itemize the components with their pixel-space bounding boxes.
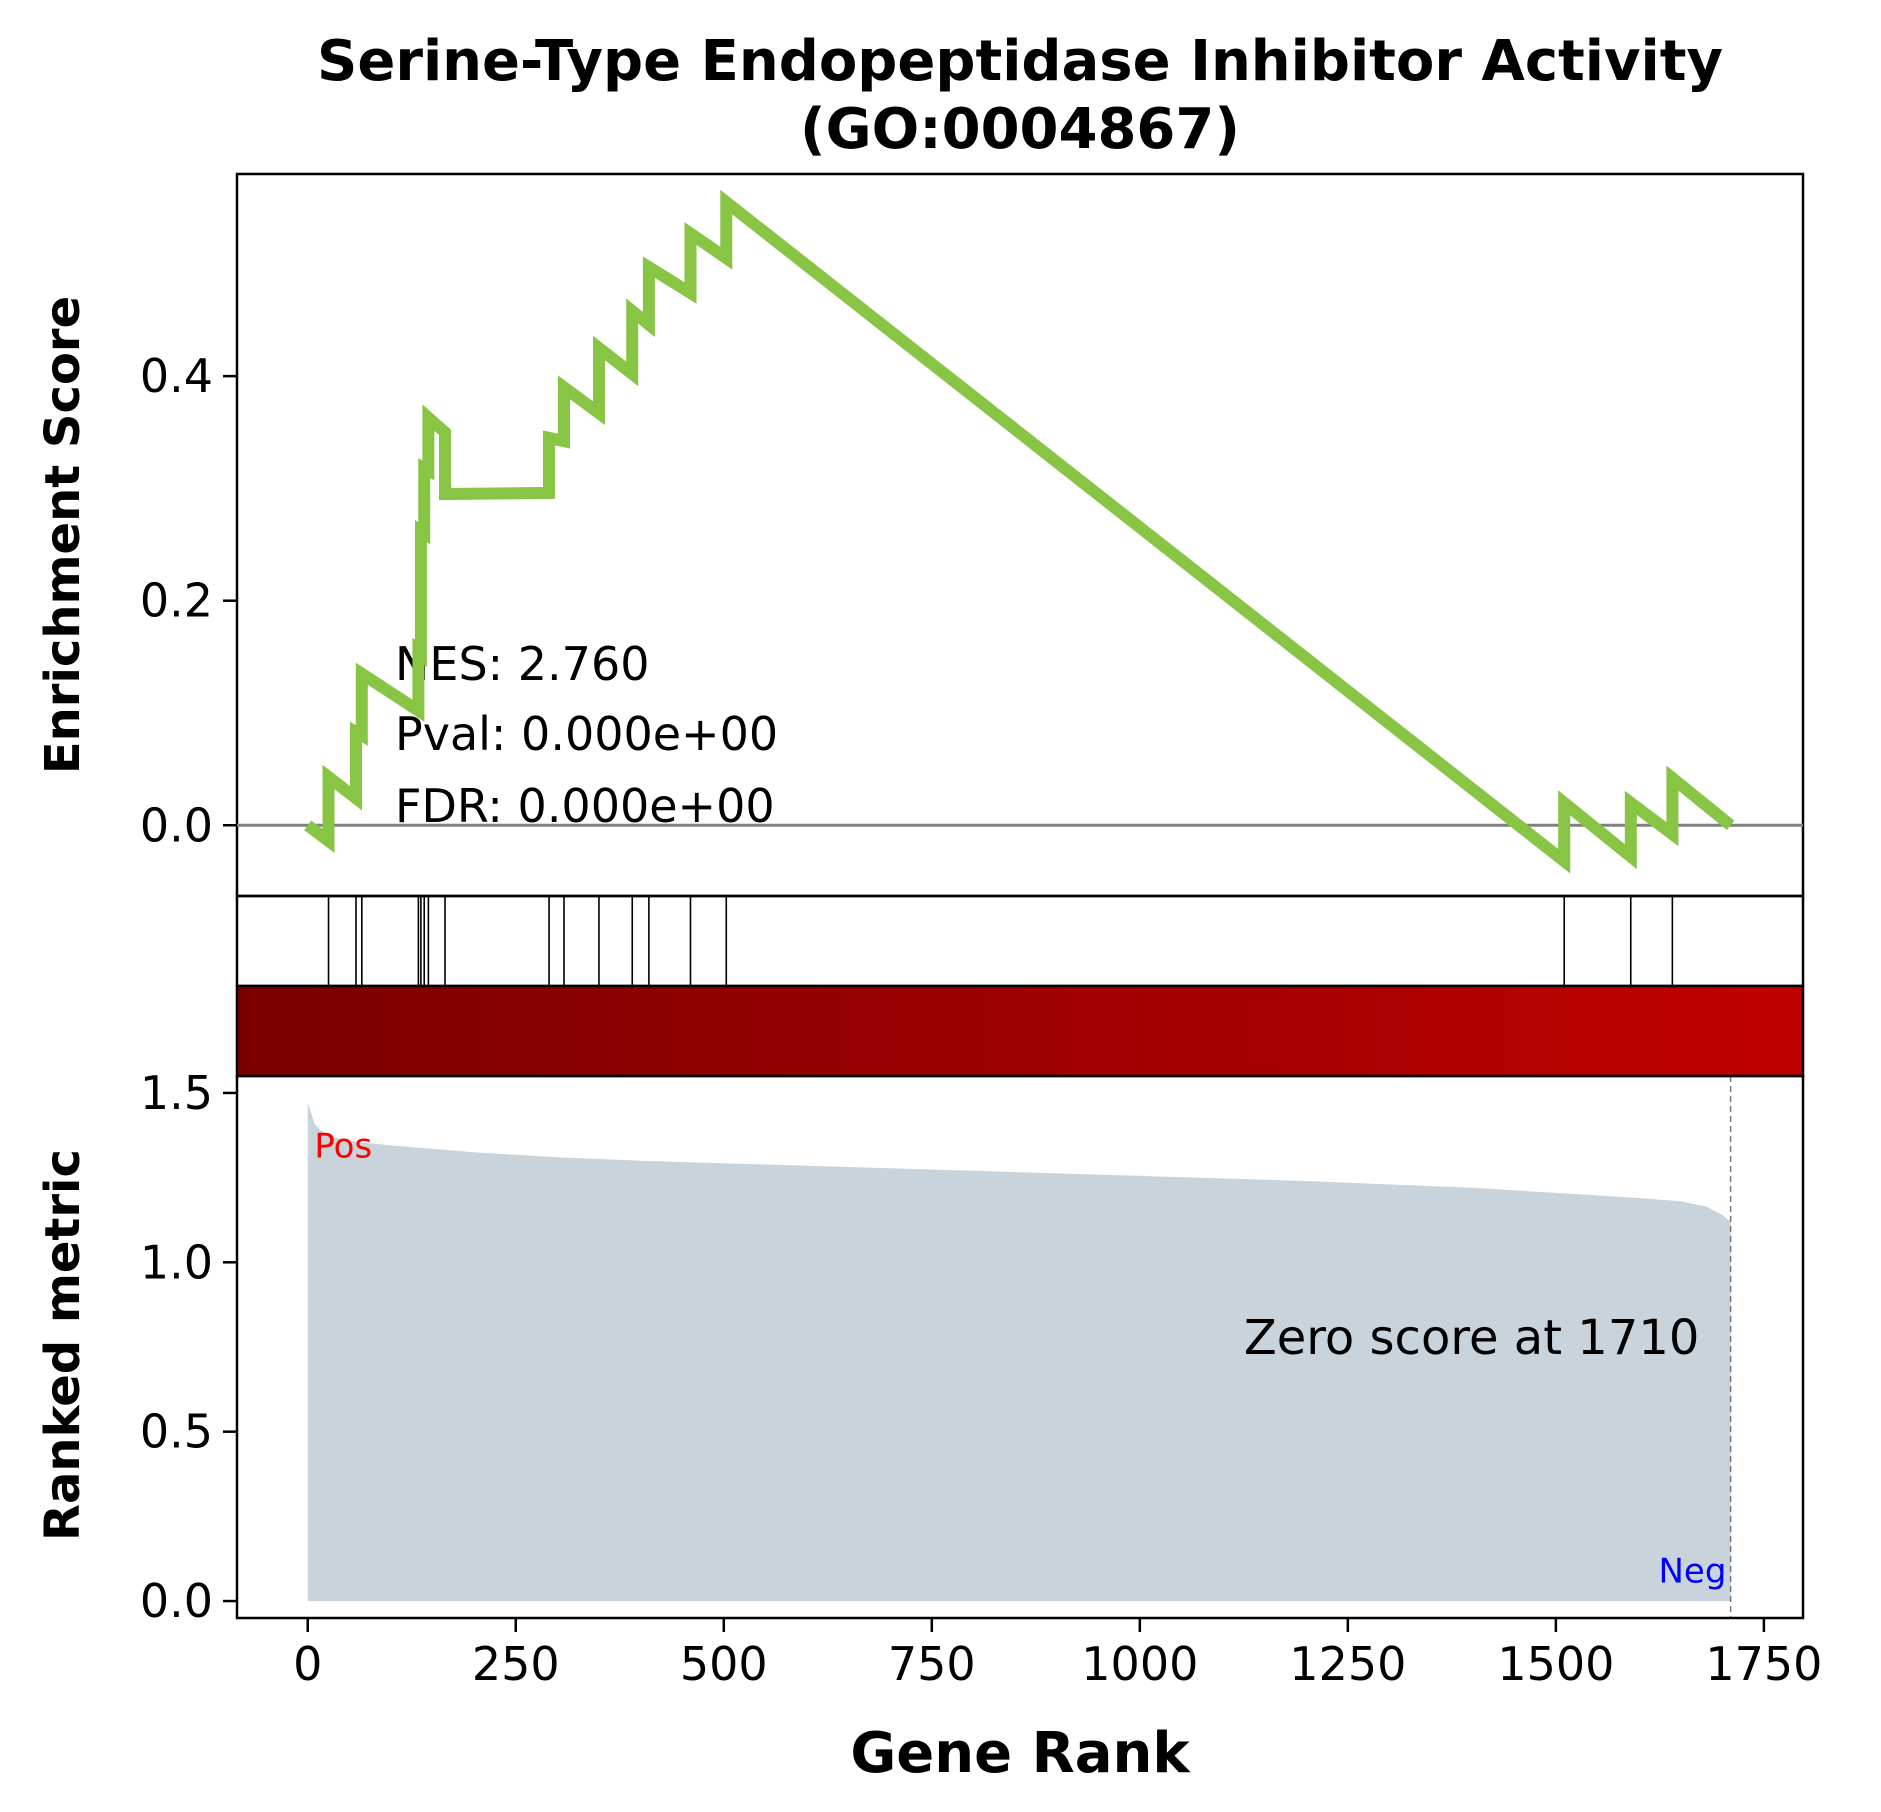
rm-y-tick-label: 1.0 — [140, 1235, 213, 1289]
hit-marker-panel — [235, 894, 1805, 988]
es-y-tick-label: 0.4 — [140, 349, 213, 403]
es-y-tick-label: 0.0 — [140, 798, 213, 852]
rm-y-axis-label: Ranked metric — [35, 1149, 91, 1541]
x-tick-label: 500 — [680, 1637, 768, 1691]
rank-heat-strip — [235, 984, 1805, 1078]
x-tick-label: 1500 — [1497, 1637, 1614, 1691]
rank-heat-strip-panel — [235, 984, 1805, 1078]
x-tick-label: 750 — [888, 1637, 976, 1691]
enrichment-score-line — [304, 189, 1735, 874]
es-y-axis-label: Enrichment Score — [35, 296, 91, 774]
rm-y-tick-label: 0.5 — [140, 1405, 213, 1459]
x-axis-label: Gene Rank — [850, 1721, 1191, 1786]
es-y-tick-label: 0.2 — [140, 574, 213, 628]
chart-title-line2: (GO:0004867) — [800, 97, 1240, 162]
pval-annotation: Pval: 0.000e+00 — [395, 707, 778, 761]
enrichment-score-panel: Enrichment Score NES: 2.760 Pval: 0.000e… — [35, 172, 1805, 898]
x-tick-label: 1250 — [1289, 1637, 1406, 1691]
hits-frame — [235, 894, 1805, 988]
ranked-metric-panel: Ranked metric Gene Rank Zero score at 17… — [35, 1066, 1822, 1786]
nes-annotation: NES: 2.760 — [395, 637, 649, 691]
rm-plot-frame — [235, 1074, 1805, 1620]
x-tick-label: 250 — [472, 1637, 560, 1691]
x-tick-label: 1000 — [1081, 1637, 1198, 1691]
chart-title-line1: Serine-Type Endopeptidase Inhibitor Acti… — [317, 29, 1723, 94]
zero-score-label: Zero score at 1710 — [1244, 1310, 1700, 1366]
x-tick-label: 1750 — [1705, 1637, 1822, 1691]
rm-y-tick-label: 1.5 — [140, 1066, 213, 1120]
rm-y-tick-label: 0.0 — [140, 1574, 213, 1628]
ranked-metric-area — [307, 1103, 1731, 1602]
pos-label: Pos — [314, 1126, 372, 1166]
x-tick-label: 0 — [293, 1637, 322, 1691]
neg-label: Neg — [1659, 1551, 1727, 1591]
